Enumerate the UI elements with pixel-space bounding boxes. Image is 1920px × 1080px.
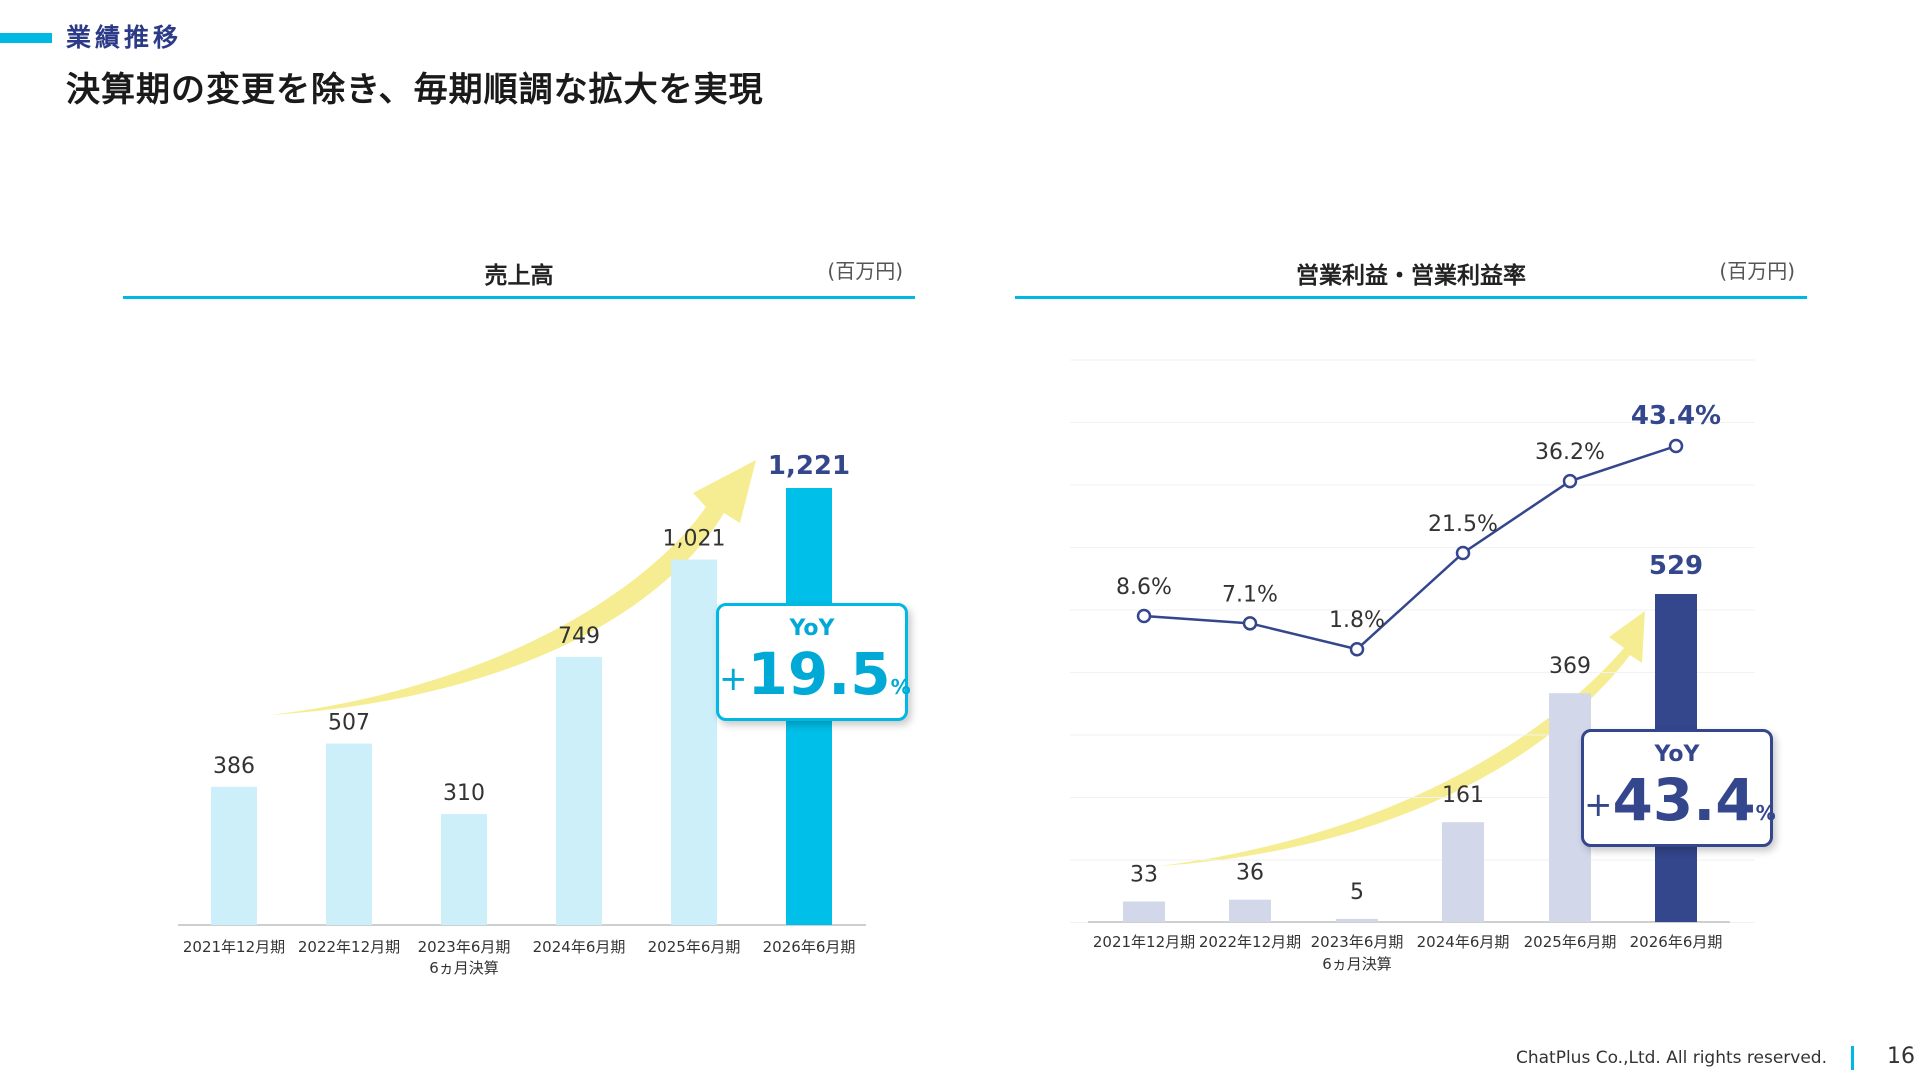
revenue-value-label: 1,021 bbox=[663, 527, 726, 552]
revenue-chart-title: 売上高 bbox=[484, 263, 554, 289]
revenue-yoy-number: 19.5 bbox=[747, 640, 891, 708]
revenue-yoy-value: +19.5% bbox=[719, 645, 911, 703]
margin-value-label: 1.8% bbox=[1329, 608, 1385, 633]
profit-panel-header: 営業利益・営業利益率 (百万円) bbox=[1015, 246, 1807, 299]
profit-value-label: 33 bbox=[1130, 863, 1158, 888]
profit-value-label: 36 bbox=[1236, 861, 1264, 886]
margin-value-label: 36.2% bbox=[1535, 440, 1605, 465]
margin-point bbox=[1136, 608, 1152, 624]
revenue-category-note: 6ヵ月決算 bbox=[429, 959, 499, 977]
page-title: 決算期の変更を除き、毎期順調な拡大を実現 bbox=[66, 70, 764, 110]
margin-point bbox=[1562, 473, 1578, 489]
revenue-value-label: 507 bbox=[328, 711, 370, 736]
profit-bar bbox=[1336, 918, 1378, 922]
section-label: 業績推移 bbox=[66, 23, 183, 52]
revenue-value-label: 386 bbox=[213, 754, 255, 779]
page-number: 16 bbox=[1887, 1044, 1915, 1069]
profit-value-label: 5 bbox=[1350, 880, 1364, 905]
revenue-category-label: 2022年12月期 bbox=[298, 938, 400, 956]
profit-category-label: 2021年12月期 bbox=[1093, 933, 1195, 951]
profit-yoy-sign: + bbox=[1584, 785, 1613, 825]
footer-separator bbox=[1851, 1046, 1854, 1070]
revenue-value-label: 749 bbox=[558, 624, 600, 649]
revenue-yoy-callout: YoY +19.5% bbox=[716, 603, 911, 721]
revenue-bar bbox=[556, 656, 602, 925]
margin-point bbox=[1349, 641, 1365, 657]
revenue-bar bbox=[671, 559, 717, 925]
revenue-yoy-label: YoY bbox=[789, 616, 835, 641]
revenue-panel-header: 売上高 (百万円) bbox=[123, 246, 915, 299]
profit-bar bbox=[1229, 899, 1271, 922]
margin-point bbox=[1668, 438, 1684, 454]
revenue-value-label: 1,221 bbox=[768, 451, 850, 481]
accent-bar bbox=[0, 33, 52, 43]
margin-value-label: 8.6% bbox=[1116, 575, 1172, 600]
revenue-category-label: 2021年12月期 bbox=[183, 938, 285, 956]
profit-yoy-label: YoY bbox=[1654, 742, 1700, 767]
margin-point bbox=[1455, 545, 1471, 561]
profit-yoy-value: +43.4% bbox=[1584, 771, 1776, 829]
profit-value-label: 369 bbox=[1549, 654, 1591, 679]
margin-line bbox=[1143, 444, 1677, 651]
profit-value-label: 529 bbox=[1649, 551, 1703, 581]
profit-category-label: 2026年6月期 bbox=[1630, 933, 1723, 951]
profit-category-label: 2023年6月期 bbox=[1311, 933, 1404, 951]
margin-value-label: 21.5% bbox=[1428, 512, 1498, 537]
footer-copyright: ChatPlus Co.,Ltd. All rights reserved. bbox=[1515, 1048, 1827, 1068]
profit-unit-label: (百万円) bbox=[1719, 259, 1795, 283]
revenue-value-label: 310 bbox=[443, 781, 485, 806]
revenue-trend-arrow bbox=[270, 460, 756, 715]
profit-yoy-number: 43.4 bbox=[1612, 766, 1756, 834]
revenue-yoy-sign: + bbox=[719, 659, 748, 699]
profit-bar bbox=[1123, 901, 1165, 922]
revenue-bar bbox=[326, 743, 372, 925]
revenue-unit-label: (百万円) bbox=[827, 259, 903, 283]
profit-yoy-callout: YoY +43.4% bbox=[1581, 729, 1776, 847]
revenue-bar bbox=[211, 786, 257, 925]
profit-chart-title: 営業利益・営業利益率 bbox=[1296, 263, 1526, 289]
margin-point bbox=[1242, 616, 1258, 631]
profit-category-note: 6ヵ月決算 bbox=[1322, 955, 1392, 973]
revenue-yoy-percent: % bbox=[890, 675, 911, 699]
profit-category-label: 2022年12月期 bbox=[1199, 933, 1301, 951]
profit-category-label: 2025年6月期 bbox=[1524, 933, 1617, 951]
profit-value-label: 161 bbox=[1442, 783, 1484, 808]
profit-category-label: 2024年6月期 bbox=[1417, 933, 1510, 951]
margin-value-label: 43.4% bbox=[1631, 401, 1721, 431]
profit-yoy-percent: % bbox=[1755, 801, 1776, 825]
profit-bar bbox=[1442, 822, 1484, 922]
revenue-category-label: 2026年6月期 bbox=[763, 938, 856, 956]
revenue-category-label: 2024年6月期 bbox=[533, 938, 626, 956]
revenue-category-label: 2025年6月期 bbox=[648, 938, 741, 956]
revenue-bar bbox=[441, 814, 487, 925]
revenue-category-label: 2023年6月期 bbox=[418, 938, 511, 956]
margin-value-label: 7.1% bbox=[1222, 582, 1278, 607]
